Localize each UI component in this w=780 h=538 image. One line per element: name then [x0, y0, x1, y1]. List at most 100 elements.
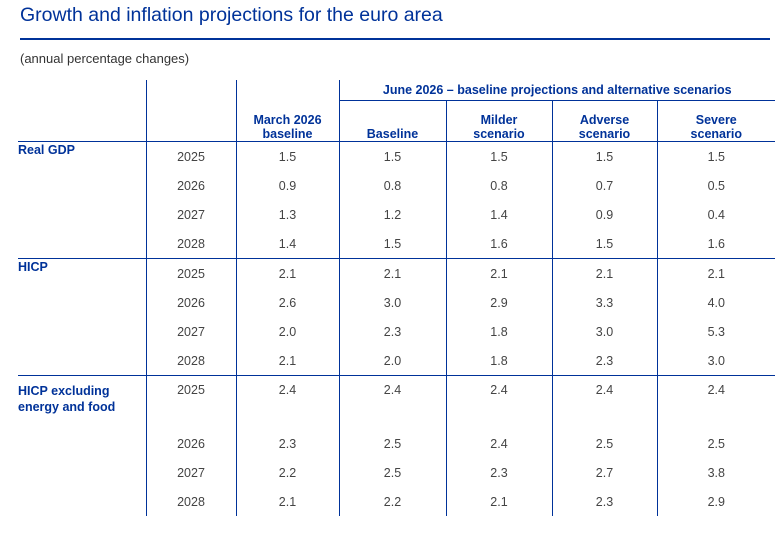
header-row-group: June 2026 – baseline projections and alt…	[18, 80, 776, 101]
value-cell: 2.4	[551, 375, 657, 429]
value-cell: 2.4	[656, 375, 776, 429]
column-header-line: baseline	[262, 127, 313, 141]
value-cell: 2.4	[338, 375, 446, 429]
year-cell: 2027	[145, 458, 236, 487]
projections-table: June 2026 – baseline projections and alt…	[18, 80, 776, 516]
value-cell: 5.3	[656, 317, 776, 346]
value-cell: 3.3	[551, 288, 657, 317]
value-cell: 2.0	[235, 317, 339, 346]
table-row: HICP 2025 2.1 2.1 2.1 2.1 2.1	[18, 258, 776, 376]
value-cell: 1.2	[338, 200, 446, 229]
table-row: 2027 2.0 2.3 1.8 3.0 5.3	[18, 317, 776, 346]
year-cell: 2028	[145, 346, 236, 376]
value-cell: 1.6	[445, 229, 552, 259]
value-cell: 2.9	[445, 288, 552, 317]
year-cell: 2027	[145, 200, 236, 229]
value-cell: 2.0	[338, 346, 446, 376]
column-header-line: scenario	[690, 127, 742, 141]
year-cell: 2025	[145, 141, 236, 171]
value-cell: 1.5	[551, 141, 657, 171]
value-cell: 1.4	[235, 229, 339, 259]
column-header-line: Severe	[695, 113, 737, 127]
table-row: 2026 2.3 2.5 2.4 2.5 2.5	[18, 429, 776, 458]
value-cell: 1.4	[445, 200, 552, 229]
value-cell: 4.0	[656, 288, 776, 317]
year-cell: 2028	[145, 229, 236, 259]
row-label-hicp-excluding-energy-food: HICP excluding energy and food	[18, 375, 146, 516]
value-cell: 2.1	[445, 487, 552, 516]
value-cell: 2.9	[656, 487, 776, 516]
table-row: 2026 0.9 0.8 0.8 0.7 0.5	[18, 171, 776, 200]
value-cell: 1.5	[338, 229, 446, 259]
year-cell: 2027	[145, 317, 236, 346]
value-cell: 2.3	[338, 317, 446, 346]
value-cell: 2.3	[551, 487, 657, 516]
value-cell: 1.5	[656, 141, 776, 171]
value-cell: 0.9	[235, 171, 339, 200]
table-row: 2027 1.3 1.2 1.4 0.9 0.4	[18, 200, 776, 229]
year-cell: 2026	[145, 171, 236, 200]
row-label-line: energy and food	[18, 400, 116, 414]
value-cell: 2.7	[551, 458, 657, 487]
value-cell: 0.5	[656, 171, 776, 200]
value-cell: 2.4	[235, 375, 339, 429]
column-header-line: Adverse	[579, 113, 630, 127]
value-cell: 2.4	[445, 375, 552, 429]
row-label-line: HICP excluding	[18, 384, 110, 398]
value-cell: 3.0	[656, 346, 776, 376]
value-cell: 2.1	[551, 258, 657, 288]
year-cell: 2028	[145, 487, 236, 516]
scenario-group-header: June 2026 – baseline projections and alt…	[338, 80, 776, 101]
value-cell: 0.8	[445, 171, 552, 200]
value-cell: 2.2	[235, 458, 339, 487]
value-cell: 2.1	[656, 258, 776, 288]
value-cell: 2.6	[235, 288, 339, 317]
value-cell: 1.5	[551, 229, 657, 259]
value-cell: 2.4	[445, 429, 552, 458]
column-header-line: scenario	[578, 127, 631, 141]
page-title: Growth and inflation projections for the…	[20, 4, 443, 26]
row-label-hicp: HICP	[18, 258, 146, 376]
header-empty-cell	[145, 80, 236, 101]
header-empty-cell	[18, 100, 146, 142]
row-label-real-gdp: Real GDP	[18, 142, 146, 259]
value-cell: 0.7	[551, 171, 657, 200]
table-row: HICP excluding energy and food 2025 2.4 …	[18, 375, 776, 516]
value-cell: 1.8	[445, 346, 552, 376]
header-empty-cell	[235, 80, 339, 101]
column-header-line: Milder	[480, 113, 518, 127]
value-cell: 2.3	[235, 429, 339, 458]
value-cell: 2.1	[235, 346, 339, 376]
value-cell: 0.4	[656, 200, 776, 229]
header-empty-cell	[18, 80, 146, 101]
year-cell: 2025	[145, 375, 236, 429]
value-cell: 2.5	[338, 429, 446, 458]
value-cell: 0.9	[551, 200, 657, 229]
table-row: 2026 2.6 3.0 2.9 3.3 4.0	[18, 288, 776, 317]
value-cell: 3.8	[656, 458, 776, 487]
value-cell: 0.8	[338, 171, 446, 200]
row-label-line: Real GDP	[18, 143, 75, 157]
column-header-line: scenario	[473, 127, 525, 141]
value-cell: 1.5	[445, 141, 552, 171]
column-header-milder-scenario: Milder scenario	[445, 100, 552, 142]
value-cell: 1.6	[656, 229, 776, 259]
title-divider	[20, 38, 770, 40]
table-row: 2028 2.1 2.0 1.8 2.3 3.0	[18, 346, 776, 376]
value-cell: 2.1	[235, 487, 339, 516]
units-note: (annual percentage changes)	[20, 51, 190, 66]
value-cell: 2.5	[656, 429, 776, 458]
value-cell: 1.8	[445, 317, 552, 346]
value-cell: 1.5	[338, 141, 446, 171]
year-cell: 2026	[145, 288, 236, 317]
year-cell: 2025	[145, 258, 236, 288]
table-row: 2028 2.1 2.2 2.1 2.3 2.9	[18, 487, 776, 516]
table-row: Real GDP 2025 1.5 1.5 1.5 1.5 1.5	[18, 141, 776, 171]
value-cell: 2.2	[338, 487, 446, 516]
column-header-severe-scenario: Severe scenario	[656, 100, 776, 142]
table-row: 2027 2.2 2.5 2.3 2.7 3.8	[18, 458, 776, 487]
value-cell: 3.0	[551, 317, 657, 346]
value-cell: 3.0	[338, 288, 446, 317]
column-header-line: Baseline	[366, 127, 419, 141]
header-row-columns: March 2026 baseline Baseline Milder scen…	[18, 100, 776, 142]
